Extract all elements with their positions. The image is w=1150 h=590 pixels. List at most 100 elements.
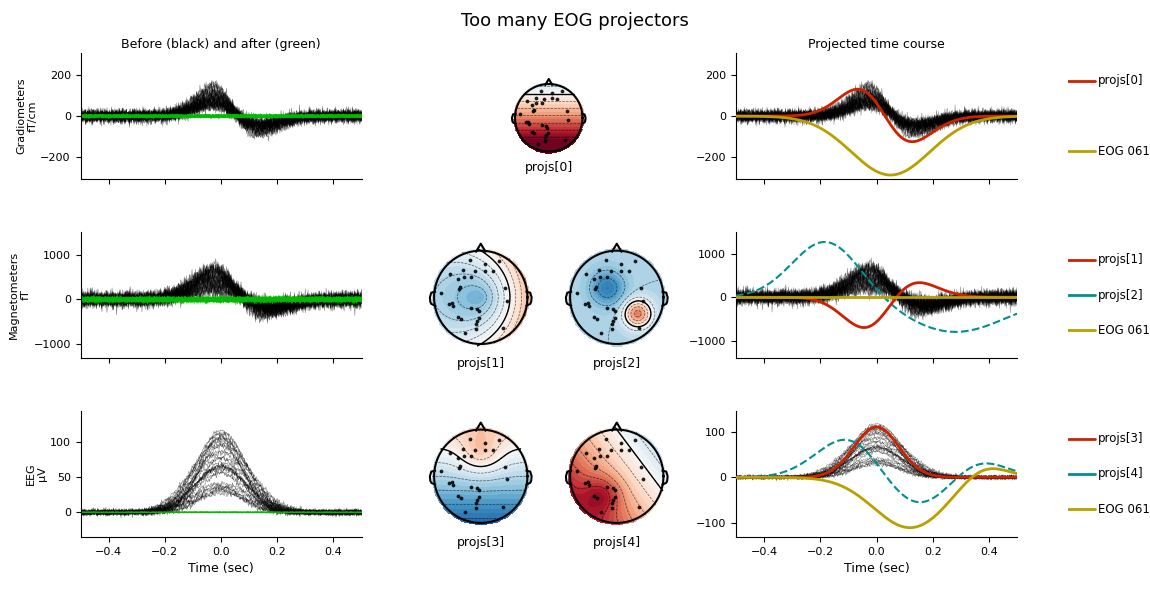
Point	[590, 451, 608, 461]
Text: projs[4]: projs[4]	[1098, 467, 1143, 480]
Point	[457, 507, 475, 517]
Point	[475, 445, 493, 454]
Point	[606, 486, 624, 495]
Point	[461, 255, 480, 265]
Point	[527, 99, 545, 108]
Point	[585, 453, 604, 463]
Point	[493, 502, 512, 512]
Point	[606, 313, 624, 323]
Point	[537, 130, 555, 140]
Point	[539, 113, 558, 123]
Point	[496, 283, 514, 293]
Point	[440, 448, 459, 458]
Point	[620, 445, 638, 455]
Point	[590, 266, 608, 275]
Point	[568, 467, 586, 476]
Point	[592, 328, 611, 337]
Point	[586, 284, 605, 293]
Point	[470, 492, 489, 502]
Point	[607, 471, 626, 481]
Point	[526, 129, 544, 138]
Point	[607, 293, 626, 302]
Text: projs[3]: projs[3]	[1098, 432, 1143, 445]
Point	[607, 293, 626, 302]
Point	[450, 284, 468, 293]
Point	[461, 435, 480, 444]
Point	[461, 273, 480, 282]
Point	[626, 435, 644, 445]
Point	[462, 482, 481, 491]
Text: projs[2]: projs[2]	[1098, 289, 1143, 301]
Point	[603, 324, 621, 333]
Point	[475, 266, 493, 276]
Point	[532, 99, 551, 108]
Point	[607, 293, 626, 302]
Point	[603, 319, 621, 329]
Point	[634, 475, 652, 484]
Point	[590, 273, 608, 282]
Point	[518, 97, 536, 106]
Point	[519, 117, 537, 127]
Point	[472, 471, 490, 481]
Point	[626, 256, 644, 266]
Point	[634, 296, 652, 305]
Point	[472, 471, 490, 481]
Point	[539, 113, 558, 123]
Point	[498, 475, 516, 484]
Point	[454, 451, 473, 461]
Point	[450, 463, 468, 472]
Point	[472, 471, 490, 481]
Point	[588, 282, 606, 291]
Point	[538, 123, 557, 133]
Point	[448, 312, 467, 322]
Point	[453, 266, 472, 275]
Point	[581, 301, 599, 311]
Point	[539, 113, 558, 123]
Point	[476, 259, 494, 268]
Point	[524, 107, 543, 116]
Point	[467, 304, 485, 314]
Point	[537, 122, 555, 131]
Point	[448, 453, 467, 463]
Point	[577, 448, 596, 458]
Point	[598, 482, 616, 491]
Point	[444, 301, 462, 311]
Point	[467, 498, 485, 507]
Point	[606, 492, 624, 502]
Point	[498, 296, 516, 305]
Point	[568, 288, 586, 297]
Point	[476, 438, 494, 447]
Point	[601, 266, 620, 276]
Point	[539, 113, 558, 123]
Point	[606, 306, 624, 316]
Point	[472, 471, 490, 481]
Point	[604, 304, 622, 314]
Point	[472, 293, 490, 302]
Text: projs[4]: projs[4]	[592, 536, 641, 549]
Point	[472, 293, 490, 302]
Point	[549, 94, 567, 104]
Point	[466, 445, 484, 455]
Point	[584, 491, 603, 500]
Point	[527, 93, 545, 103]
Point	[472, 293, 490, 302]
Point	[604, 316, 622, 326]
Point	[612, 259, 630, 268]
Point	[472, 471, 490, 481]
Point	[607, 471, 626, 481]
Point	[516, 117, 535, 127]
Text: projs[2]: projs[2]	[592, 357, 641, 370]
Text: projs[1]: projs[1]	[1098, 253, 1143, 266]
Point	[607, 471, 626, 481]
Point	[543, 88, 561, 98]
Point	[451, 461, 469, 470]
Point	[598, 451, 616, 461]
Point	[603, 503, 621, 513]
Point	[536, 136, 554, 145]
Point	[472, 471, 490, 481]
Point	[538, 128, 557, 137]
Point	[576, 478, 595, 487]
Point	[592, 507, 611, 517]
Point	[467, 483, 485, 493]
Point	[620, 267, 638, 276]
